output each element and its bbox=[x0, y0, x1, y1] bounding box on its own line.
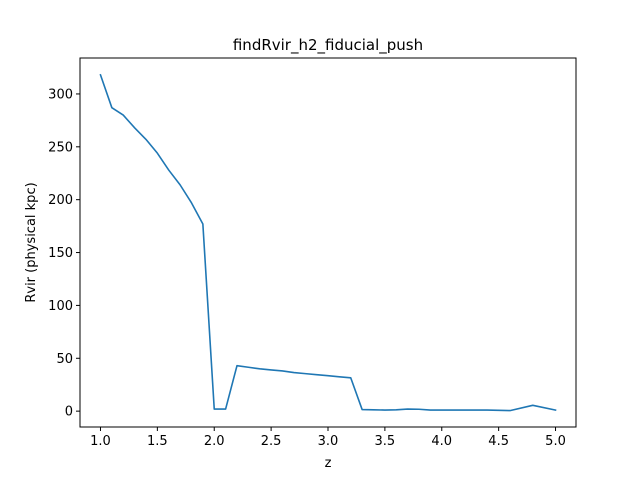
y-axis-title: Rvir (physical kpc) bbox=[24, 182, 39, 302]
y-tick-label: 300 bbox=[48, 87, 73, 102]
x-tick-label: 4.0 bbox=[431, 434, 452, 449]
x-tick-label: 1.5 bbox=[147, 434, 168, 449]
y-tick-label: 150 bbox=[48, 246, 73, 261]
y-tick-label: 50 bbox=[56, 352, 73, 367]
x-axis-title: z bbox=[325, 456, 332, 471]
y-tick-label: 200 bbox=[48, 193, 73, 208]
x-tick-label: 3.0 bbox=[318, 434, 339, 449]
x-tick-label: 5.0 bbox=[545, 434, 566, 449]
chart-title: findRvir_h2_fiducial_push bbox=[233, 36, 423, 55]
x-tick-label: 2.5 bbox=[261, 434, 282, 449]
x-tick-label: 4.5 bbox=[488, 434, 509, 449]
x-tick-label: 2.0 bbox=[204, 434, 225, 449]
axes-frame bbox=[79, 57, 577, 428]
x-tick-label: 3.5 bbox=[375, 434, 396, 449]
x-tick-label: 1.0 bbox=[90, 434, 111, 449]
y-tick-label: 0 bbox=[65, 405, 73, 420]
series-line bbox=[99, 73, 557, 412]
series-layer bbox=[99, 73, 557, 412]
ticks-layer: 1.0 1.5 2.0 2.5 3.0 3.5 4.0 4.5 5.0 0 50 100 150 200 2… bbox=[48, 87, 566, 449]
y-tick-label: 250 bbox=[48, 140, 73, 155]
y-tick-label: 100 bbox=[48, 299, 73, 314]
